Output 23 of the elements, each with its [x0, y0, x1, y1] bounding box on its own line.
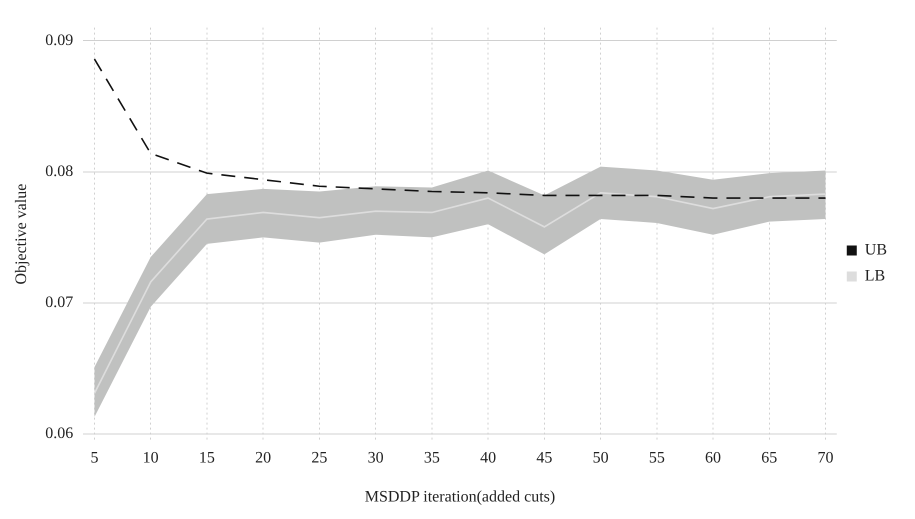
x-tick-label: 25 [311, 449, 328, 466]
y-axis-title: Objective value [12, 184, 30, 285]
y-tick-label: 0.06 [45, 425, 74, 442]
x-tick-label: 10 [142, 449, 159, 466]
y-tick-label: 0.07 [45, 294, 74, 312]
x-tick-label: 30 [368, 449, 384, 466]
x-tick-label: 50 [592, 449, 609, 466]
x-tick-label: 65 [761, 449, 778, 466]
y-tick-label: 0.08 [45, 163, 74, 180]
x-axis-title: MSDDP iteration(added cuts) [364, 488, 556, 506]
x-tick-label: 40 [480, 449, 496, 466]
x-tick-label: 45 [536, 449, 552, 466]
x-tick-label: 55 [648, 449, 665, 466]
y-tick-label: 0.09 [45, 32, 74, 49]
line-series [94, 58, 826, 199]
x-tick-label: 70 [818, 449, 834, 466]
x-tick-label: 20 [255, 449, 272, 466]
x-tick-label: 5 [90, 449, 98, 466]
x-tick-label: 35 [424, 449, 440, 466]
x-tick-label: 15 [198, 449, 215, 466]
legend-label: LB [864, 268, 886, 285]
x-tick-label: 60 [705, 449, 722, 466]
legend-label: UB [864, 242, 888, 259]
